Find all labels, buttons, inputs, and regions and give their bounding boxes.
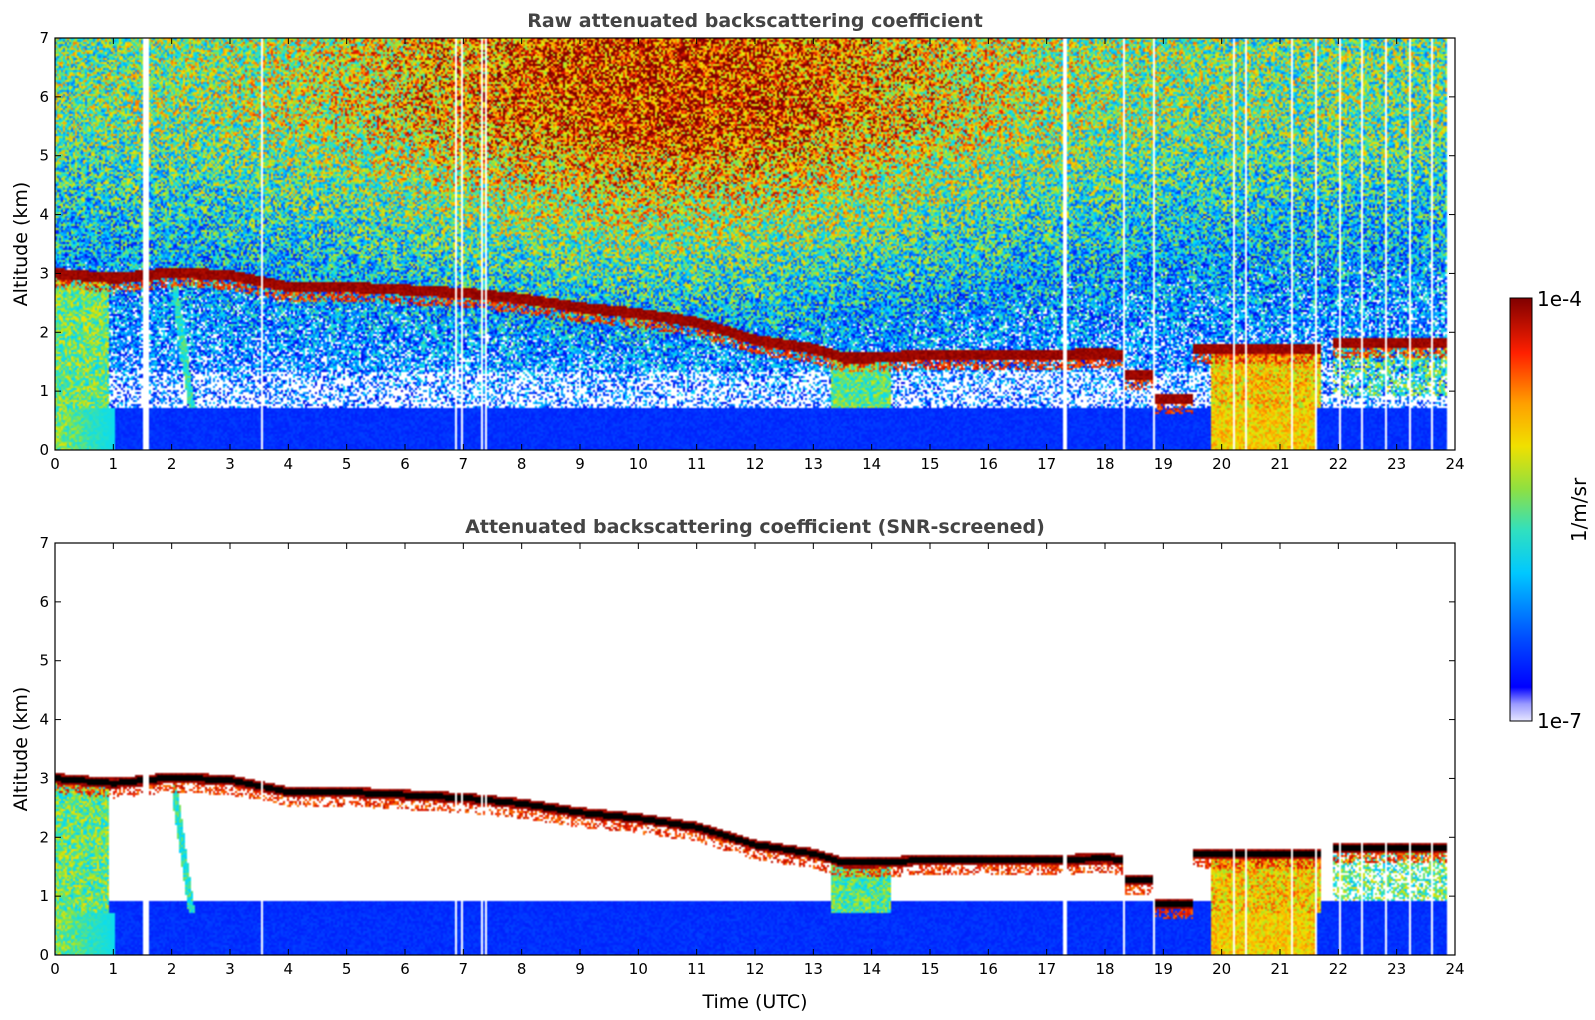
y-tick-label: 7 (39, 29, 49, 47)
x-tick-label: 0 (50, 960, 60, 978)
y-tick-label: 0 (39, 946, 49, 964)
x-tick-label: 16 (979, 960, 998, 978)
x-tick-label: 14 (862, 960, 881, 978)
x-tick-label: 22 (1329, 960, 1348, 978)
x-tick-label: 9 (575, 960, 585, 978)
x-tick-label: 2 (167, 455, 177, 473)
x-tick-label: 12 (745, 960, 764, 978)
x-tick-label: 17 (1037, 960, 1056, 978)
x-tick-label: 7 (459, 455, 469, 473)
x-tick-label: 23 (1387, 960, 1406, 978)
y-tick-label: 1 (39, 887, 49, 905)
x-tick-label: 10 (629, 960, 648, 978)
x-tick-label: 21 (1270, 960, 1289, 978)
x-tick-label: 1 (109, 455, 119, 473)
x-tick-label: 4 (284, 960, 294, 978)
y-tick-label: 0 (39, 441, 49, 459)
screened-y-axis-label: Altitude (km) (10, 687, 32, 812)
x-tick-label: 24 (1445, 960, 1464, 978)
y-tick-label: 5 (39, 652, 49, 670)
x-tick-label: 8 (517, 960, 527, 978)
y-tick-label: 6 (39, 88, 49, 106)
x-tick-label: 11 (687, 455, 706, 473)
x-tick-label: 23 (1387, 455, 1406, 473)
x-tick-label: 15 (920, 455, 939, 473)
screened-panel-title: Attenuated backscattering coefficient (S… (465, 516, 1045, 538)
y-tick-label: 2 (39, 323, 49, 341)
y-tick-label: 3 (39, 264, 49, 282)
screened-heatmap (55, 543, 1455, 955)
x-tick-label: 13 (804, 960, 823, 978)
x-tick-label: 6 (400, 960, 410, 978)
x-tick-label: 21 (1270, 455, 1289, 473)
colorbar: 1e-4 1e-7 1/m/sr (1509, 287, 1591, 733)
x-tick-label: 3 (225, 960, 235, 978)
x-tick-label: 20 (1212, 960, 1231, 978)
x-tick-label: 11 (687, 960, 706, 978)
x-tick-label: 22 (1329, 455, 1348, 473)
y-tick-label: 5 (39, 147, 49, 165)
colorbar-unit-label: 1/m/sr (1567, 477, 1591, 542)
colorbar-gradient (1509, 297, 1533, 722)
screened-x-ticks: 0 1 2 3 4 5 6 7 8 9 10 11 12 13 14 15 16 17 18 19 20 21 22 23 24 (50, 543, 1465, 978)
x-tick-label: 15 (920, 960, 939, 978)
raw-y-axis-label: Altitude (km) (10, 182, 32, 307)
x-tick-label: 3 (225, 455, 235, 473)
y-tick-label: 3 (39, 769, 49, 787)
x-tick-label: 4 (284, 455, 294, 473)
y-tick-label: 4 (39, 711, 49, 729)
x-tick-label: 9 (575, 455, 585, 473)
x-tick-label: 0 (50, 455, 60, 473)
y-tick-label: 2 (39, 828, 49, 846)
y-tick-label: 7 (39, 534, 49, 552)
x-tick-label: 5 (342, 960, 352, 978)
screened-y-ticks: 0 1 2 3 4 5 6 7 (39, 534, 1455, 964)
screened-backscatter-panel: Attenuated backscattering coefficient (S… (10, 516, 1465, 1013)
x-tick-label: 8 (517, 455, 527, 473)
colorbar-min-label: 1e-7 (1537, 709, 1582, 733)
x-tick-label: 13 (804, 455, 823, 473)
colorbar-max-label: 1e-4 (1537, 287, 1582, 311)
raw-heatmap (55, 38, 1455, 450)
x-axis-label: Time (UTC) (701, 991, 807, 1013)
x-tick-label: 7 (459, 960, 469, 978)
y-tick-label: 1 (39, 382, 49, 400)
x-tick-label: 10 (629, 455, 648, 473)
raw-x-ticks: 0 1 2 3 4 5 6 7 8 9 10 11 12 13 14 15 16 17 18 19 20 21 22 23 24 (50, 38, 1465, 473)
x-tick-label: 6 (400, 455, 410, 473)
x-tick-label: 5 (342, 455, 352, 473)
y-tick-label: 4 (39, 206, 49, 224)
x-tick-label: 12 (745, 455, 764, 473)
x-tick-label: 14 (862, 455, 881, 473)
x-tick-label: 20 (1212, 455, 1231, 473)
x-tick-label: 24 (1445, 455, 1464, 473)
x-tick-label: 1 (109, 960, 119, 978)
raw-panel-title: Raw attenuated backscattering coefficien… (527, 10, 983, 32)
x-tick-label: 19 (1154, 455, 1173, 473)
x-tick-label: 18 (1095, 455, 1114, 473)
x-tick-label: 17 (1037, 455, 1056, 473)
y-tick-label: 6 (39, 593, 49, 611)
x-tick-label: 19 (1154, 960, 1173, 978)
x-tick-label: 2 (167, 960, 177, 978)
x-tick-label: 18 (1095, 960, 1114, 978)
raw-backscatter-panel: Raw attenuated backscattering coefficien… (10, 10, 1465, 473)
raw-y-ticks: 0 1 2 3 4 5 6 7 (39, 29, 1455, 459)
x-tick-label: 16 (979, 455, 998, 473)
